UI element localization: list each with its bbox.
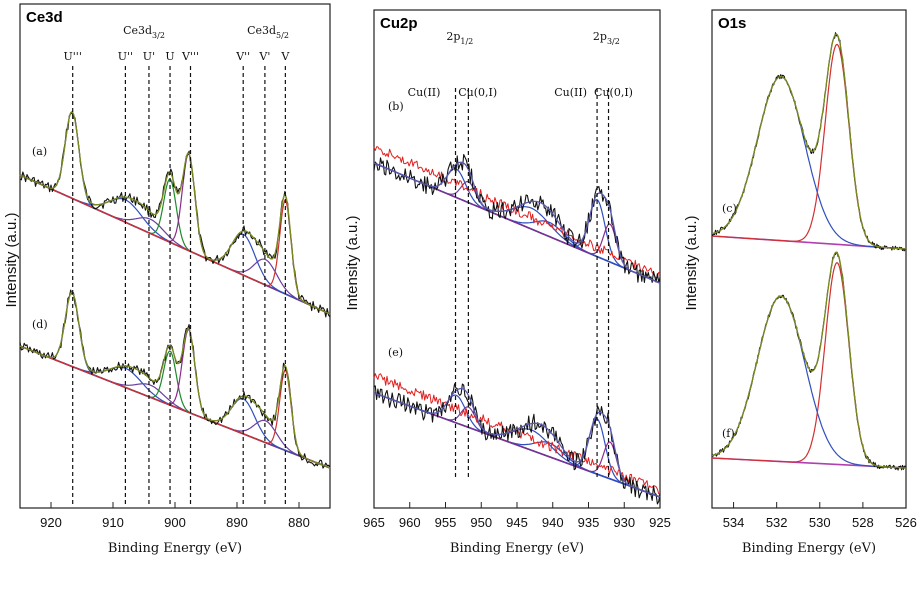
envelope-fit xyxy=(373,161,661,284)
x-tick-label: 532 xyxy=(766,515,788,530)
peak-label: U xyxy=(165,50,174,63)
x-tick-label: 920 xyxy=(40,515,62,530)
peak-label: U' xyxy=(143,50,155,63)
plot-frame xyxy=(19,3,331,509)
state-label: Cu(II) xyxy=(408,86,441,99)
peak-label: V'' xyxy=(235,50,250,63)
x-tick-label: 945 xyxy=(506,515,528,530)
spectrum-label: (f) xyxy=(722,427,735,440)
difference-trace xyxy=(373,146,661,279)
fit-component xyxy=(711,295,906,469)
x-tick-label: 900 xyxy=(164,515,186,530)
panel-title: Cu2p xyxy=(380,15,418,32)
x-axis-label: Binding Energy (eV) xyxy=(742,541,876,556)
peak-label: U''' xyxy=(64,50,82,63)
fit-component xyxy=(712,262,906,469)
x-tick-label: 960 xyxy=(399,515,421,530)
spectrum-label: (d) xyxy=(32,318,48,331)
x-tick-label: 528 xyxy=(852,515,874,530)
fit-component xyxy=(711,75,907,250)
group-label: 2p3/2 xyxy=(593,30,620,46)
spectrum-label: (e) xyxy=(388,346,403,359)
state-label: Cu(0,I) xyxy=(594,86,633,99)
y-axis-label: Intensity (a.u.) xyxy=(344,215,361,310)
envelope-fit xyxy=(711,251,906,469)
spectrum-data xyxy=(19,289,331,469)
x-tick-label: 955 xyxy=(435,515,457,530)
spectrum-label: (c) xyxy=(722,202,737,215)
peak-label: U'' xyxy=(118,50,133,63)
panel-cu2p: Cu2p 965 960 955 950 945 940 935 930 925 Binding E… xyxy=(344,9,671,556)
group-label: Ce3d3/2 xyxy=(123,24,165,40)
x-tick-label: 534 xyxy=(723,515,745,530)
x-tick-label: 950 xyxy=(470,515,492,530)
spectrum-data xyxy=(711,251,907,471)
x-axis-label: Binding Energy (eV) xyxy=(450,541,584,556)
x-tick-label: 935 xyxy=(578,515,600,530)
x-tick-label: 530 xyxy=(809,515,831,530)
envelope-fit xyxy=(19,291,331,469)
fit-component xyxy=(19,174,331,315)
envelope-fit xyxy=(373,387,661,498)
fit-component xyxy=(19,291,331,469)
envelope-fit xyxy=(19,110,331,315)
x-tick-label: 965 xyxy=(363,515,385,530)
panel-ce3d: Ce3d 920 910 900 890 880 Binding Energy (eV) In… xyxy=(3,3,331,556)
peak-label: V''' xyxy=(181,50,199,63)
x-tick-label: 930 xyxy=(613,515,635,530)
spectrum-label: (b) xyxy=(388,100,404,113)
x-tick-label: 526 xyxy=(895,515,917,530)
y-axis-label: Intensity (a.u.) xyxy=(683,215,700,310)
fit-component xyxy=(19,153,331,315)
spectrum-data xyxy=(711,32,907,252)
plot-frame xyxy=(711,9,907,509)
difference-trace xyxy=(373,373,661,495)
x-tick-label: 890 xyxy=(226,515,248,530)
x-tick-label: 880 xyxy=(288,515,310,530)
state-label: Cu(0,I) xyxy=(458,86,497,99)
group-label: Ce3d5/2 xyxy=(247,24,289,40)
peak-label: V xyxy=(280,50,290,63)
spectrum-data xyxy=(373,153,661,283)
fit-component xyxy=(19,111,331,315)
panel-title: Ce3d xyxy=(26,9,63,26)
fit-component xyxy=(19,329,331,469)
state-label: Cu(II) xyxy=(554,86,587,99)
envelope-fit xyxy=(711,33,907,250)
x-tick-label: 925 xyxy=(649,515,671,530)
x-tick-label: 940 xyxy=(542,515,564,530)
panel-title: O1s xyxy=(718,15,746,32)
peak-label: V' xyxy=(258,50,270,63)
spectrum-label: (a) xyxy=(32,145,47,158)
x-axis-label: Binding Energy (eV) xyxy=(108,541,242,556)
panel-o1s: O1s 534 532 530 528 526 Binding Energy (eV) Int… xyxy=(683,9,917,556)
y-axis-label: Intensity (a.u.) xyxy=(3,212,20,307)
group-label: 2p1/2 xyxy=(446,30,473,46)
fit-component xyxy=(19,345,331,469)
x-tick-label: 910 xyxy=(102,515,124,530)
